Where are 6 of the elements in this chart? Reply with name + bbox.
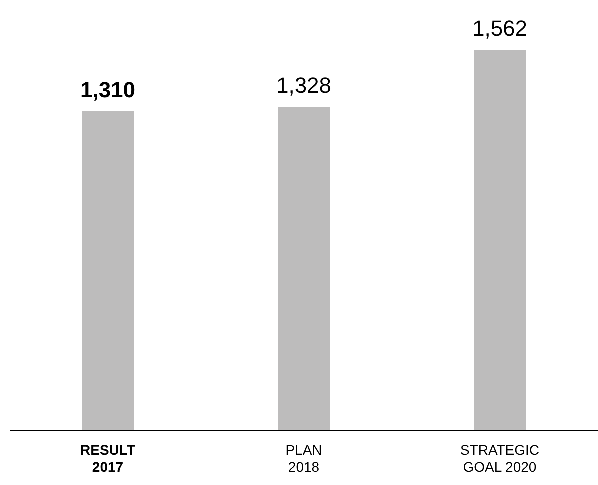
x-tick-label: STRATEGIC GOAL 2020 — [460, 442, 540, 475]
data-label: 1,310 — [80, 77, 136, 102]
x-tick-label: RESULT 2017 — [80, 442, 136, 475]
x-tick-label: PLAN 2018 — [286, 442, 322, 475]
data-label: 1,328 — [276, 73, 332, 98]
data-label: 1,562 — [472, 16, 528, 41]
